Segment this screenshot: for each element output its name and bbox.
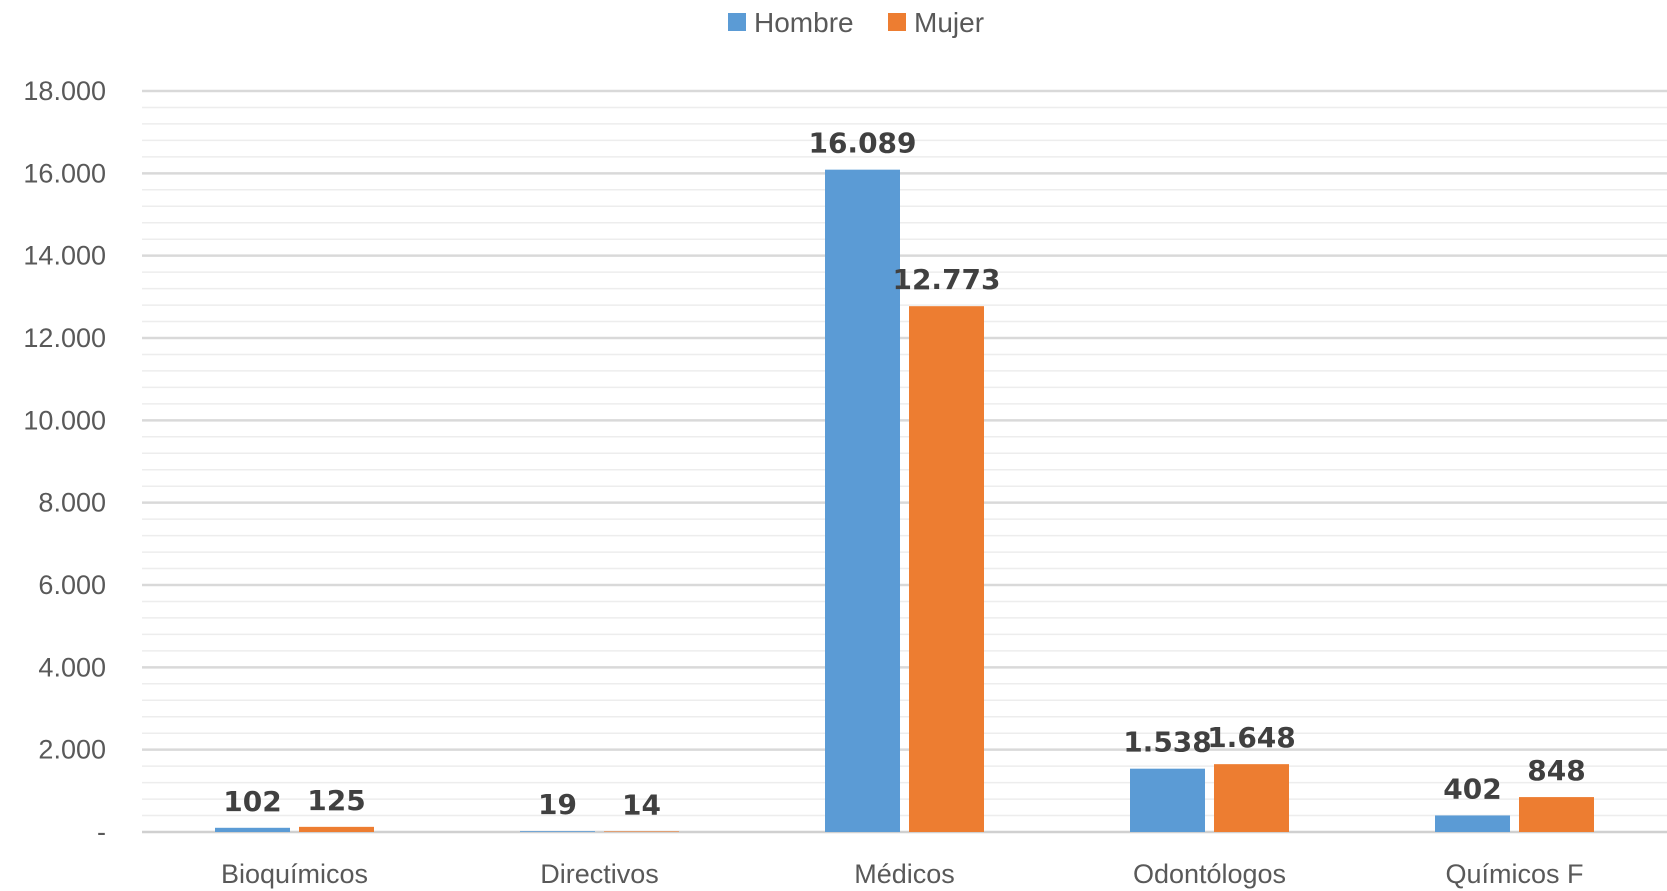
- data-label-mujer-1: 14: [622, 788, 661, 821]
- bar-hombre-4: [1435, 815, 1510, 832]
- legend-swatch-mujer: [888, 13, 906, 31]
- grid-lines: [142, 89, 1667, 834]
- legend-label-mujer: Mujer: [914, 7, 984, 38]
- bar-mujer-1: [604, 831, 679, 832]
- data-label-mujer-2: 12.773: [892, 263, 1000, 296]
- y-tick-label: 12.000: [23, 323, 106, 353]
- x-tick-label: Médicos: [854, 859, 955, 889]
- data-label-hombre-4: 402: [1443, 772, 1501, 805]
- data-label-hombre-1: 19: [538, 788, 577, 821]
- y-tick-label: 16.000: [23, 158, 106, 188]
- bar-mujer-0: [299, 826, 374, 832]
- legend-swatch-hombre: [728, 13, 746, 31]
- x-axis: Bioquímicos Directivos Médicos Odontólogos Q…: [221, 859, 1584, 889]
- bar-hombre-3: [1130, 768, 1205, 832]
- bar-mujer-3: [1214, 764, 1289, 832]
- legend: Hombre Mujer: [728, 7, 984, 38]
- data-label-mujer-3: 1.648: [1207, 721, 1296, 754]
- y-tick-label: 2.000: [38, 735, 106, 765]
- bar-mujer-2: [909, 306, 984, 832]
- data-label-hombre-2: 16.089: [808, 127, 916, 160]
- data-label-mujer-4: 848: [1527, 754, 1585, 787]
- bar-mujer-4: [1519, 797, 1594, 832]
- data-label-mujer-0: 125: [307, 784, 365, 817]
- y-tick-label: 10.000: [23, 405, 106, 435]
- x-tick-label: Bioquímicos: [221, 859, 368, 889]
- y-tick-label: -: [97, 817, 106, 847]
- y-tick-label: 6.000: [38, 570, 106, 600]
- y-tick-label: 14.000: [23, 241, 106, 271]
- x-tick-label: Directivos: [540, 859, 659, 889]
- data-label-hombre-0: 102: [223, 785, 281, 818]
- bars: [215, 169, 1594, 832]
- y-tick-label: 8.000: [38, 488, 106, 518]
- y-axis: - 2.000 4.000 6.000 8.000 10.000 12.000 14.000 1…: [23, 76, 106, 847]
- data-label-hombre-3: 1.538: [1123, 726, 1212, 759]
- x-tick-label: Odontólogos: [1133, 859, 1286, 889]
- bar-hombre-1: [520, 831, 595, 832]
- y-tick-label: 4.000: [38, 652, 106, 682]
- x-tick-label: Químicos F: [1445, 859, 1583, 889]
- legend-label-hombre: Hombre: [754, 7, 854, 38]
- bar-hombre-2: [825, 169, 900, 832]
- y-tick-label: 18.000: [23, 76, 106, 106]
- bar-hombre-0: [215, 827, 290, 832]
